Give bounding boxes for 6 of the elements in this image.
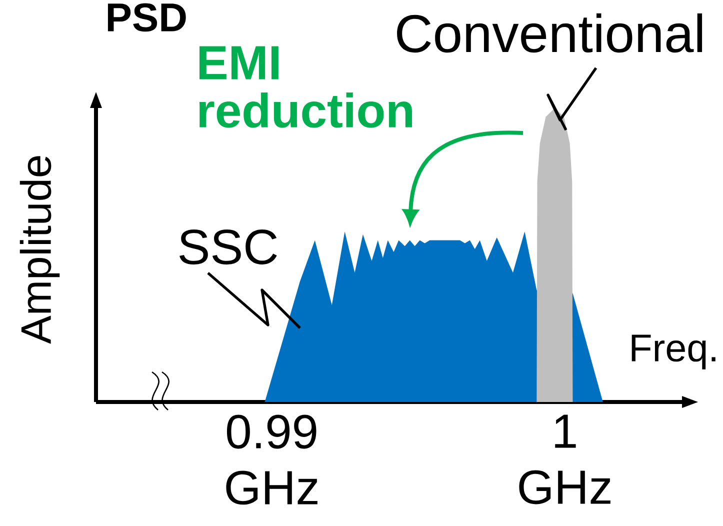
x-axis-title: Freq. [632,334,716,370]
x-tick-label: 0.99 GHz [226,414,318,505]
x-tick-label: 1 GHz [519,414,610,504]
chart-title: PSD [108,3,186,32]
annotation: SSC [180,230,277,264]
y-axis-title: Amplitude [20,156,60,344]
